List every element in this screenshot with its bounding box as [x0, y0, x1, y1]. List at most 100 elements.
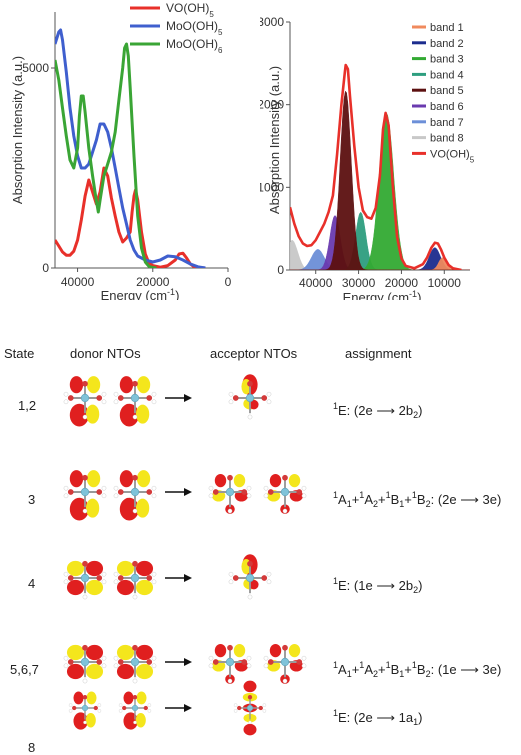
oxygen-atom	[143, 705, 148, 711]
header-acceptor: acceptor NTOs	[210, 346, 298, 361]
oxygen-atom	[67, 659, 74, 665]
orbital-lobe	[119, 497, 139, 521]
molecule-icon	[63, 644, 107, 684]
oxygen-atom	[96, 575, 103, 581]
orbital-lobe	[73, 712, 88, 730]
orbital-lobe	[214, 643, 227, 658]
hydrogen-atom	[151, 655, 157, 661]
y-tick-label: 0	[277, 263, 284, 277]
metal-atom	[130, 657, 140, 667]
orbital-lobe	[241, 559, 251, 575]
hydrogen-atom	[63, 391, 69, 397]
y-axis-label: Absorption Intensity (a.u.)	[10, 56, 25, 204]
orbital-lobe	[211, 660, 226, 672]
hydrogen-atom	[132, 414, 138, 420]
hydrogen-atom	[82, 414, 88, 420]
orbital-lobe	[243, 723, 257, 736]
oxygen-atom	[132, 380, 138, 387]
oxygen-atom	[267, 489, 274, 495]
hydrogen-atom	[132, 508, 138, 514]
spectrum-chart-right: 0 1000 2000 3000 40000 30000 20000 10000 band 1 b…	[260, 15, 475, 300]
hydrogen-atom	[82, 508, 88, 514]
header-state: State	[4, 346, 35, 361]
header-assignment: assignment	[345, 346, 412, 361]
hydrogen-atom	[101, 493, 107, 499]
legend-label: VO(OH)5	[430, 148, 475, 164]
hydrogen-atom	[266, 391, 272, 397]
oxygen-atom	[117, 659, 124, 665]
band-area	[290, 247, 470, 270]
oxygen-atom	[212, 659, 219, 665]
oxygen-atom	[96, 659, 103, 665]
hydrogen-atom	[246, 493, 252, 499]
molecule-icon	[208, 473, 252, 514]
assignment-row-8: 1E: (2e ⟶ 1a1)	[333, 708, 423, 727]
x-axis-label: Energy (cm-1)	[343, 289, 422, 300]
oxygen-atom	[146, 659, 153, 665]
hydrogen-atom	[246, 655, 252, 661]
molecule-icon	[228, 554, 272, 600]
oxygen-atom	[117, 489, 124, 495]
hydrogen-atom	[282, 678, 288, 684]
metal-atom	[131, 704, 139, 712]
orbital-lobe	[233, 643, 246, 658]
row-state: 1,2	[18, 398, 37, 413]
orbital-lobe	[116, 560, 135, 577]
hydrogen-atom	[208, 485, 214, 491]
oxygen-atom	[82, 644, 88, 651]
oxygen-atom	[146, 575, 153, 581]
orbital-lobe	[242, 692, 258, 702]
orbital-lobe	[243, 578, 257, 590]
orbital-lobe	[280, 674, 290, 684]
orbital-lobe	[85, 498, 100, 518]
hydrogen-atom	[151, 485, 157, 491]
oxygen-atom	[227, 644, 233, 651]
hydrogen-atom	[262, 709, 267, 713]
oxygen-atom	[261, 395, 268, 401]
hydrogen-atom	[233, 709, 238, 713]
row-state: 5,6,7	[10, 662, 39, 677]
legend-label: MoO(OH)5	[166, 19, 223, 37]
metal-atom	[225, 487, 235, 497]
molecule-icon	[63, 376, 107, 427]
oxygen-atom	[232, 575, 239, 581]
orbital-lobe	[214, 473, 227, 488]
orbital-lobe	[85, 404, 100, 424]
oxygen-atom	[72, 705, 77, 711]
hydrogen-atom	[132, 594, 138, 600]
hydrogen-atom	[228, 399, 234, 405]
hydrogen-atom	[63, 655, 69, 661]
hydrogen-atom	[113, 579, 119, 585]
legend-label: VO(OH)5	[166, 1, 214, 19]
orbital-lobe	[242, 703, 258, 713]
arrow-head	[184, 574, 192, 582]
band-area	[290, 257, 470, 270]
hydrogen-atom	[263, 493, 269, 499]
legend-label: band 5	[430, 85, 464, 97]
orbital-lobe	[269, 643, 282, 658]
arrow-head	[184, 658, 192, 666]
hydrogen-atom	[118, 703, 123, 707]
orbital-lobe	[288, 643, 301, 658]
hydrogen-atom	[151, 391, 157, 397]
hydrogen-atom	[113, 493, 119, 499]
molecule-icon	[233, 680, 267, 736]
orbital-lobe	[116, 644, 135, 661]
oxygen-atom	[122, 705, 127, 711]
hydrogen-atom	[208, 493, 214, 499]
orbital-lobe	[86, 376, 101, 394]
orbital-lobe	[85, 713, 96, 728]
orbital-lobe	[135, 579, 154, 596]
metal-atom	[280, 657, 290, 667]
orbital-lobe	[69, 470, 84, 488]
hydrogen-atom	[228, 579, 234, 585]
orbital-lobe	[123, 691, 134, 705]
orbital-lobe	[66, 663, 85, 680]
row-state: 4	[28, 576, 36, 591]
envelope-line	[290, 63, 462, 270]
hydrogen-atom	[101, 579, 107, 585]
molecule-icon	[118, 691, 152, 730]
hydrogen-atom	[266, 579, 272, 585]
hydrogen-atom	[266, 571, 272, 577]
legend-label: band 4	[430, 69, 464, 81]
